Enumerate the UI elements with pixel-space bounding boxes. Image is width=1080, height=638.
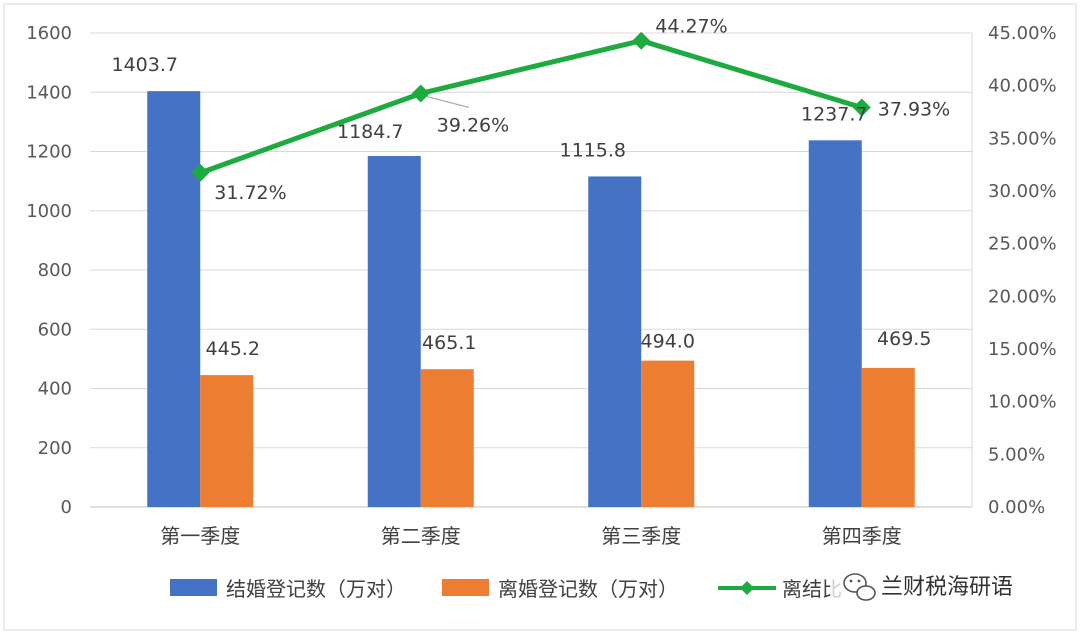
- data-label-ratio: 44.27%: [655, 16, 727, 38]
- watermark-text: 兰财税海研语: [881, 575, 1013, 600]
- bar-divorce: [420, 369, 474, 507]
- left-tick-label: 200: [38, 438, 72, 459]
- data-label-divorce: 465.1: [422, 332, 476, 354]
- left-tick-label: 800: [38, 260, 72, 281]
- bars-group: [147, 91, 915, 508]
- left-tick-label: 1400: [26, 82, 72, 103]
- bar-divorce: [861, 367, 915, 507]
- legend: 结婚登记数（万对） 离婚登记数（万对） 离结比: [170, 577, 842, 601]
- right-tick-label: 5.00%: [988, 444, 1045, 465]
- right-tick-label: 40.00%: [988, 76, 1057, 97]
- bar-marriage: [808, 140, 862, 508]
- line-point-ratio: [191, 163, 210, 182]
- line-series-group: [191, 31, 871, 182]
- line-point-ratio: [632, 31, 651, 50]
- line-point-ratio: [411, 84, 430, 103]
- right-tick-label: 20.00%: [988, 286, 1057, 307]
- bar-divorce: [641, 360, 695, 507]
- right-tick-label: 30.00%: [988, 181, 1057, 202]
- legend-marker-ratio: [740, 581, 754, 595]
- left-tick-label: 1000: [26, 201, 72, 222]
- data-labels-group: 1403.7 445.2 1184.7 465.1 1115.8 494.0 1237.7 4…: [112, 16, 951, 360]
- bar-marriage: [367, 156, 421, 507]
- wechat-icon: [843, 573, 876, 601]
- left-tick-label: 0: [61, 497, 72, 518]
- data-label-marriage: 1115.8: [560, 139, 626, 161]
- category-label: 第一季度: [160, 524, 240, 548]
- line-point-ratio: [852, 98, 871, 117]
- bar-marriage: [147, 91, 201, 508]
- category-labels: 第一季度 第二季度 第三季度 第四季度: [160, 524, 902, 548]
- line-ratio: [199, 38, 863, 176]
- right-tick-label: 10.00%: [988, 392, 1057, 413]
- right-tick-label: 35.00%: [988, 128, 1057, 149]
- legend-swatch-divorce: [442, 579, 489, 596]
- legend-swatch-marriage: [170, 579, 217, 596]
- left-tick-label: 600: [38, 319, 72, 340]
- bar-divorce: [200, 375, 254, 507]
- left-tick-label: 1200: [26, 142, 72, 163]
- data-label-divorce: 445.2: [206, 338, 260, 360]
- right-tick-label: 45.00%: [988, 23, 1057, 44]
- data-label-ratio: 39.26%: [437, 114, 509, 136]
- watermark: 兰财税海研语: [830, 566, 1060, 610]
- right-tick-label: 25.00%: [988, 234, 1057, 255]
- left-tick-label: 1600: [26, 23, 72, 44]
- category-label: 第三季度: [601, 524, 681, 548]
- data-label-divorce: 494.0: [641, 331, 695, 353]
- left-tick-label: 400: [38, 379, 72, 400]
- bar-marriage: [588, 176, 642, 507]
- data-label-marriage: 1184.7: [337, 121, 403, 143]
- data-label-ratio: 31.72%: [214, 182, 286, 204]
- legend-label-marriage: 结婚登记数（万对）: [226, 577, 406, 601]
- category-label: 第四季度: [822, 524, 902, 548]
- data-label-ratio: 37.93%: [878, 98, 950, 120]
- category-label: 第二季度: [381, 524, 461, 548]
- right-tick-label: 0.00%: [988, 497, 1045, 518]
- leader-line: [426, 95, 469, 109]
- left-axis-ticks: 0 200 400 600 800 1000 1200 1400 1600: [26, 23, 72, 518]
- data-label-divorce: 469.5: [877, 328, 931, 350]
- right-axis-ticks: 0.00% 5.00% 10.00% 15.00% 20.00% 25.00% 30.00%…: [988, 23, 1057, 518]
- data-label-marriage: 1237.7: [801, 103, 867, 125]
- data-label-marriage: 1403.7: [112, 54, 178, 76]
- legend-label-divorce: 离婚登记数（万对）: [498, 577, 678, 601]
- right-tick-label: 15.00%: [988, 339, 1057, 360]
